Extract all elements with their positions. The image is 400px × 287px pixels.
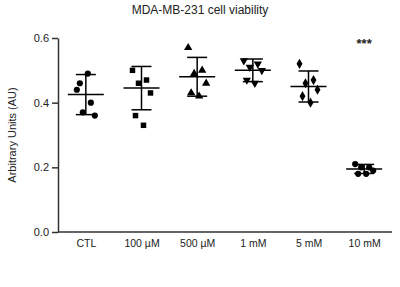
y-tick: 0.4: [34, 97, 58, 109]
point: [141, 123, 146, 128]
point: [243, 78, 251, 85]
point: [184, 43, 192, 50]
point: [311, 75, 317, 85]
point: [198, 66, 206, 73]
point: [92, 113, 98, 119]
x-tick-label: 100 µM: [124, 237, 159, 249]
y-tick-label: 0.0: [34, 226, 49, 238]
mean-line: [124, 87, 160, 89]
x-tick: 10 mM: [349, 232, 381, 249]
group: [346, 161, 382, 177]
point: [358, 164, 364, 170]
x-tick: CTL: [76, 232, 96, 249]
y-tick: 0.0: [34, 226, 58, 238]
point: [80, 109, 86, 115]
point: [303, 78, 309, 88]
x-tick-label: 10 mM: [349, 237, 381, 249]
group: [235, 58, 271, 88]
point: [251, 81, 259, 88]
y-tick: 0.2: [34, 161, 58, 173]
point: [370, 167, 376, 173]
group: [68, 70, 104, 118]
point: [130, 68, 135, 73]
mean-line: [346, 168, 382, 170]
point: [195, 91, 203, 98]
point: [202, 78, 210, 85]
x-tick-label: 1 mM: [240, 237, 266, 249]
y-tick: 0.6: [34, 32, 58, 44]
point: [74, 87, 80, 93]
point: [315, 85, 321, 95]
point: [133, 113, 138, 118]
x-tick: 5 mM: [296, 232, 322, 249]
y-tick-label: 0.4: [34, 97, 49, 109]
y-axis-line: [58, 39, 60, 233]
point: [85, 70, 91, 76]
point: [355, 171, 361, 177]
point: [136, 81, 141, 86]
mean-line: [179, 76, 215, 78]
x-tick: 100 µM: [124, 232, 159, 249]
point: [240, 58, 248, 65]
point: [254, 61, 262, 68]
x-tick-label: 5 mM: [296, 237, 322, 249]
y-tick-mark: [52, 102, 58, 104]
error-cap: [299, 70, 319, 72]
point: [88, 100, 94, 106]
y-tick-mark: [52, 38, 58, 40]
plot-area: [68, 43, 382, 177]
point: [144, 77, 149, 82]
point: [246, 65, 254, 72]
title: MDA-MB-231 cell viability: [132, 3, 269, 17]
error-cap: [132, 66, 152, 68]
error-cap: [132, 109, 152, 111]
point: [258, 68, 266, 75]
y-tick-label: 0.2: [34, 161, 49, 173]
error-cap: [187, 57, 207, 59]
y-axis: 0.0 0.2 0.4 0.6: [34, 32, 59, 238]
x-tick: 1 mM: [240, 232, 266, 249]
x-axis-line: [58, 231, 392, 233]
y-tick-mark: [52, 167, 58, 169]
y-axis-title: Arbitrary Units (AU): [6, 87, 18, 182]
point: [148, 90, 153, 95]
chart: MDA-MB-231 cell viability Arbitrary Units…: [0, 0, 400, 287]
point: [77, 80, 83, 86]
y-tick-label: 0.6: [34, 32, 49, 44]
x-tick-label: CTL: [76, 237, 96, 249]
point: [297, 59, 303, 69]
group: [124, 66, 160, 128]
annotation: ***: [357, 36, 373, 51]
point: [363, 171, 369, 177]
point: [300, 91, 306, 101]
group: [291, 59, 327, 108]
x-axis: CTL 100 µM 500 µM 1 mM 5 mM 10 mM: [58, 232, 392, 249]
point: [352, 161, 358, 167]
group: [179, 43, 215, 99]
x-tick-label: 500 µM: [180, 237, 215, 249]
x-tick: 500 µM: [180, 232, 215, 249]
mean-line: [291, 86, 327, 88]
y-tick-mark: [52, 232, 58, 234]
mean-line: [235, 70, 271, 72]
point: [187, 88, 195, 95]
point: [308, 98, 314, 108]
point: [190, 69, 198, 76]
mean-line: [68, 94, 104, 96]
